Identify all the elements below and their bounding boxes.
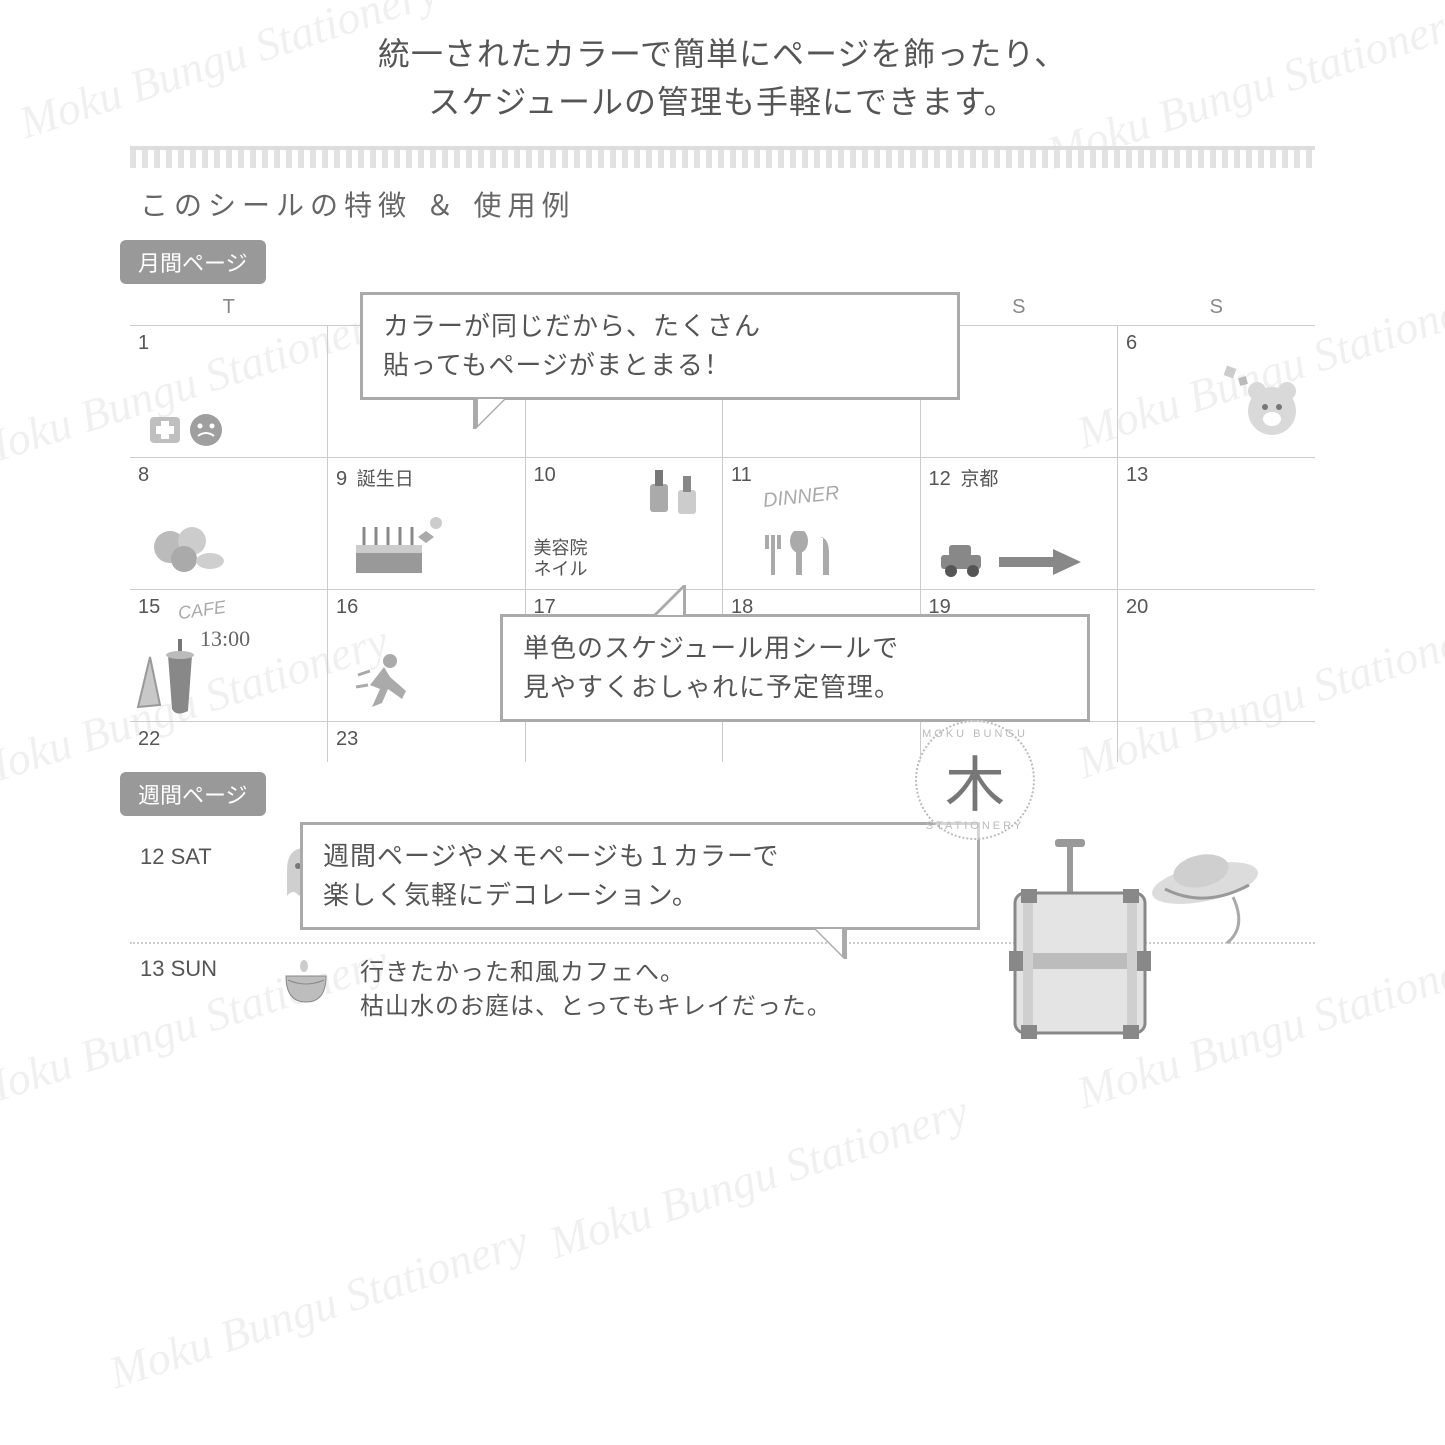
brand-stamp: MOKU BUNGU 木 STATIONERY bbox=[915, 720, 1035, 840]
date-1: 1 bbox=[138, 332, 149, 354]
weekday-t: T bbox=[130, 290, 328, 326]
callout-3-l2: 楽しく気軽にデコレーション。 bbox=[323, 880, 699, 910]
cal-cell-12: 12 京都 bbox=[920, 458, 1118, 590]
cafe-time: 13:00 bbox=[200, 626, 250, 652]
date-11: 11 bbox=[731, 464, 752, 486]
date-16: 16 bbox=[336, 596, 358, 618]
car-arrow-icon bbox=[935, 541, 1085, 581]
date-10: 10 bbox=[534, 464, 556, 486]
dinner-word: DINNER bbox=[762, 482, 841, 513]
birthday-cake-icon bbox=[346, 513, 446, 583]
cal-cell-x2 bbox=[723, 722, 921, 762]
callout-1-l1: カラーが同じだから、たくさん bbox=[383, 311, 761, 341]
cafe-word: CAFE bbox=[177, 597, 227, 624]
callout-3-l1: 週間ページやメモページも１カラーで bbox=[323, 841, 779, 871]
wk-sun-l2: 枯山水のお庭は、とってもキレイだった。 bbox=[360, 994, 832, 1020]
weekly-section: 週間ページやメモページも１カラーで 楽しく気軽にデコレーション。 12 SAT … bbox=[130, 822, 1315, 1044]
cal-cell-10: 10 美容院 ネイル bbox=[525, 458, 723, 590]
weekday-s2: S bbox=[1118, 290, 1316, 326]
note-salon: 美容院 bbox=[534, 538, 588, 560]
cal-cell-8: 8 bbox=[130, 458, 328, 590]
cal-cell-1: 1 bbox=[130, 326, 328, 458]
weekly-tag: 週間ページ bbox=[120, 772, 266, 816]
date-6: 6 bbox=[1126, 332, 1137, 354]
flower-icon bbox=[142, 511, 232, 581]
callout-3: 週間ページやメモページも１カラーで 楽しく気軽にデコレーション。 bbox=[300, 822, 980, 930]
callout-1: カラーが同じだから、たくさん 貼ってもページがまとまる！ bbox=[360, 292, 960, 400]
cutlery-icon bbox=[763, 531, 853, 581]
cal-cell-x1 bbox=[525, 722, 723, 762]
watermark: Moku Bungu Stationery bbox=[103, 1214, 535, 1399]
wk-date-sat: 12 SAT bbox=[140, 844, 260, 870]
callout-1-l2: 貼ってもページがまとまる！ bbox=[383, 350, 731, 380]
date-13: 13 bbox=[1126, 464, 1148, 486]
cal-cell-20: 20 bbox=[1118, 590, 1316, 722]
cal-cell-6: 6 bbox=[1118, 326, 1316, 458]
cal-cell-9: 9 誕生日 bbox=[328, 458, 526, 590]
label-kyoto: 京都 bbox=[960, 469, 998, 490]
example-panel: このシールの特徴 ＆ 使用例 月間ページ カラーが同じだから、たくさん 貼っても… bbox=[130, 146, 1315, 1043]
date-12: 12 bbox=[929, 468, 951, 490]
date-8: 8 bbox=[138, 464, 149, 486]
cal-cell-13: 13 bbox=[1118, 458, 1316, 590]
nail-polish-icon bbox=[644, 464, 712, 520]
watermark: Moku Bungu Stationery bbox=[543, 1084, 975, 1269]
cal-cell-x4 bbox=[1118, 722, 1316, 762]
teddy-bear-icon bbox=[1217, 361, 1307, 451]
cal-cell-23: 23 bbox=[328, 722, 526, 762]
cal-cell-22: 22 bbox=[130, 722, 328, 762]
callout-2: 単色のスケジュール用シールで 見やすくおしゃれに予定管理。 bbox=[500, 614, 1090, 722]
date-15: 15 bbox=[138, 596, 160, 618]
date-23: 23 bbox=[336, 728, 358, 750]
headline-line2: スケジュールの管理も手軽にできます。 bbox=[428, 84, 1017, 120]
drink-icon bbox=[134, 637, 204, 717]
label-birthday: 誕生日 bbox=[357, 469, 414, 490]
section-title: このシールの特徴 ＆ 使用例 bbox=[130, 178, 1315, 240]
date-22: 22 bbox=[138, 728, 160, 750]
cal-cell-15: 15 CAFE 13:00 bbox=[130, 590, 328, 722]
note-nail: ネイル bbox=[534, 559, 588, 581]
callout-2-l1: 単色のスケジュール用シールで bbox=[523, 633, 899, 663]
stamp-char: 木 bbox=[945, 737, 1005, 824]
teacup-icon bbox=[280, 956, 340, 1010]
running-person-icon bbox=[354, 651, 414, 711]
suitcase-hat-icon bbox=[995, 833, 1275, 1053]
stripe-decoration bbox=[130, 150, 1315, 168]
monthly-tag: 月間ページ bbox=[120, 240, 266, 284]
medicine-icon bbox=[148, 411, 228, 447]
date-20: 20 bbox=[1126, 596, 1148, 618]
wk-sun-l1: 行きたかった和風カフェへ。 bbox=[360, 960, 685, 986]
wk-date-sun: 13 SUN bbox=[140, 956, 260, 982]
cal-cell-16: 16 bbox=[328, 590, 526, 722]
date-9: 9 bbox=[336, 468, 347, 490]
headline: 統一されたカラーで簡単にページを飾ったり、 スケジュールの管理も手軽にできます。 bbox=[0, 0, 1445, 146]
callout-2-l2: 見やすくおしゃれに予定管理。 bbox=[523, 672, 901, 702]
cal-cell-11: 11 DINNER bbox=[723, 458, 921, 590]
headline-line1: 統一されたカラーで簡単にページを飾ったり、 bbox=[378, 36, 1067, 72]
